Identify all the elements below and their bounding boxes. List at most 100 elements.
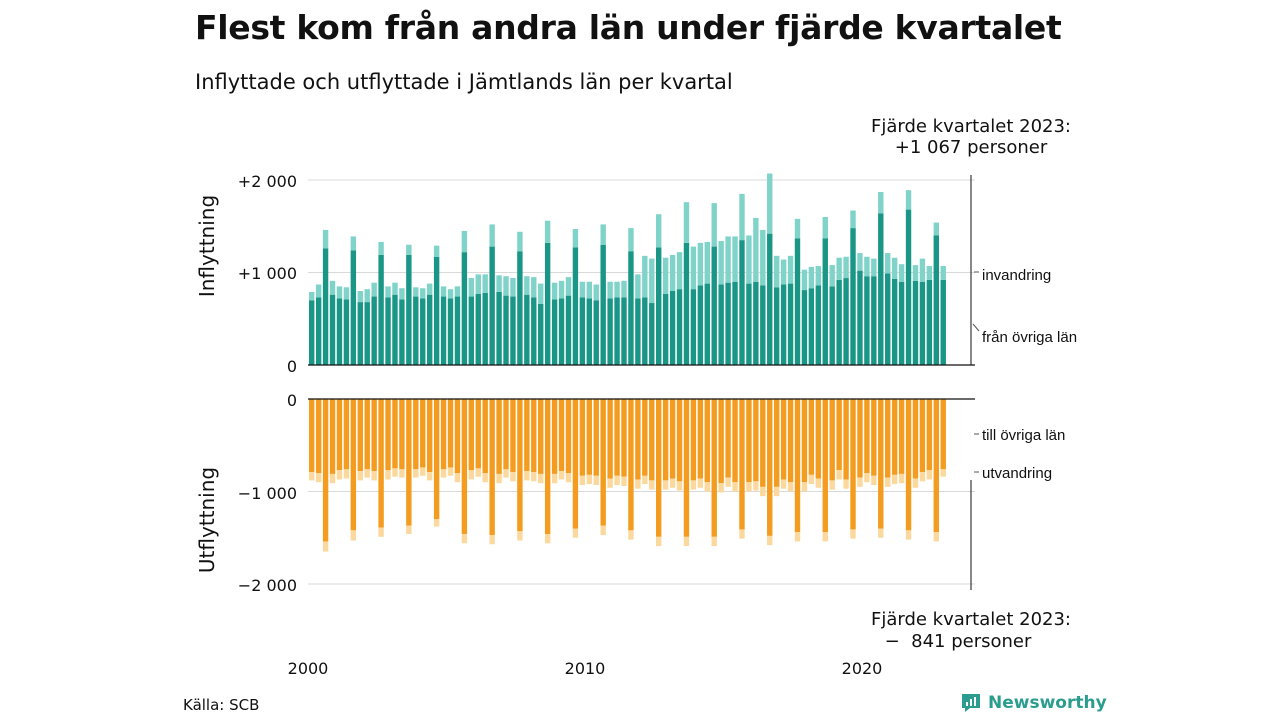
bar-till-ovriga-lan (378, 399, 384, 528)
bar-utvandring (891, 474, 898, 485)
bar-utvandring (926, 470, 933, 480)
bar-till-ovriga-lan (905, 399, 912, 531)
leader-fran-ovriga-lan (972, 323, 980, 332)
bar-utvandring (593, 475, 599, 486)
bar-utvandring (662, 480, 669, 490)
bar-invandring (600, 224, 606, 245)
bar-fran-ovriga-lan (891, 278, 898, 365)
bar-fran-ovriga-lan (614, 297, 620, 365)
bar-invandring (808, 266, 815, 289)
bar-till-ovriga-lan (836, 399, 842, 471)
bar-till-ovriga-lan (850, 399, 856, 530)
bar-fran-ovriga-lan (780, 284, 787, 365)
bar-utvandring (538, 473, 544, 484)
newsworthy-logo-icon (962, 694, 980, 712)
bar-till-ovriga-lan (510, 399, 516, 473)
bar-till-ovriga-lan (697, 399, 704, 479)
bar-invandring (822, 217, 828, 239)
bar-invandring (357, 291, 363, 303)
bar-invandring (649, 258, 655, 304)
bar-till-ovriga-lan (489, 399, 495, 535)
bar-invandring (350, 236, 357, 251)
bar-fran-ovriga-lan (760, 285, 766, 365)
bar-fran-ovriga-lan (371, 296, 377, 365)
bar-fran-ovriga-lan (885, 273, 891, 365)
bar-fran-ovriga-lan (718, 284, 724, 365)
bar-invandring (614, 281, 620, 298)
bar-fran-ovriga-lan (433, 256, 440, 365)
bar-utvandring (406, 525, 412, 535)
bar-invandring (572, 229, 579, 248)
bar-utvandring (343, 469, 350, 479)
bar-fran-ovriga-lan (787, 283, 794, 365)
bar-utvandring (565, 473, 572, 483)
bar-invandring (746, 235, 752, 284)
bar-utvandring (780, 479, 787, 489)
bar-utvandring (482, 473, 488, 483)
bar-fran-ovriga-lan (482, 292, 488, 365)
bar-fran-ovriga-lan (544, 242, 551, 365)
bar-invandring (656, 214, 662, 248)
bar-utvandring (628, 530, 634, 540)
bar-fran-ovriga-lan (669, 291, 676, 365)
bar-fran-ovriga-lan (551, 299, 558, 365)
bar-fran-ovriga-lan (857, 270, 863, 365)
brand-logo-block: Newsworthy (960, 692, 1107, 714)
bar-utvandring (919, 472, 926, 482)
bar-fran-ovriga-lan (420, 298, 426, 365)
bar-fran-ovriga-lan (753, 281, 759, 365)
bar-utvandring (739, 529, 745, 539)
bar-fran-ovriga-lan (912, 280, 919, 365)
bar-fran-ovriga-lan (919, 281, 926, 365)
bar-till-ovriga-lan (642, 399, 648, 476)
bar-till-ovriga-lan (864, 399, 870, 473)
bar-till-ovriga-lan (746, 399, 752, 483)
xtick-2020: 2020 (842, 659, 883, 678)
bar-invandring (690, 246, 697, 290)
bar-fran-ovriga-lan (322, 248, 329, 365)
bar-invandring (829, 265, 835, 287)
bar-invandring (801, 269, 808, 291)
bar-fran-ovriga-lan (447, 298, 454, 365)
bar-till-ovriga-lan (538, 399, 544, 474)
bar-invandring (905, 190, 912, 210)
bar-utvandring (600, 525, 606, 535)
bar-till-ovriga-lan (794, 399, 801, 533)
bar-utvandring (350, 530, 357, 541)
bar-till-ovriga-lan (385, 399, 391, 471)
annotation-out-line1: Fjärde kvartalet 2023: (871, 609, 1071, 630)
bar-utvandring (489, 534, 495, 545)
bar-fran-ovriga-lan (697, 285, 704, 365)
bar-till-ovriga-lan (753, 399, 759, 482)
bar-utvandring (357, 471, 363, 481)
bar-utvandring (711, 536, 717, 547)
bar-utvandring (510, 472, 516, 482)
bar-fran-ovriga-lan (461, 252, 468, 365)
bar-utvandring (829, 480, 835, 490)
bar-utvandring (496, 473, 502, 484)
bar-till-ovriga-lan (725, 399, 731, 478)
bar-till-ovriga-lan (461, 399, 468, 535)
bar-fran-ovriga-lan (767, 233, 773, 365)
bar-fran-ovriga-lan (676, 289, 683, 365)
bar-invandring (517, 231, 523, 252)
bar-invandring (864, 256, 870, 277)
bar-invandring (933, 222, 939, 236)
bar-utvandring (794, 532, 801, 542)
bar-utvandring (336, 470, 343, 480)
bar-utvandring (385, 470, 391, 480)
bar-utvandring (315, 473, 322, 483)
brand-name: Newsworthy (988, 693, 1107, 713)
bar-invandring (385, 286, 391, 298)
bar-fran-ovriga-lan (572, 247, 579, 365)
bar-till-ovriga-lan (628, 399, 634, 531)
bar-invandring (635, 274, 641, 299)
bar-till-ovriga-lan (919, 399, 926, 473)
bar-utvandring (371, 471, 377, 481)
bar-fran-ovriga-lan (329, 294, 336, 365)
bar-fran-ovriga-lan (399, 299, 405, 365)
bar-till-ovriga-lan (586, 399, 592, 475)
bar-till-ovriga-lan (531, 399, 537, 473)
bar-fran-ovriga-lan (392, 294, 398, 365)
